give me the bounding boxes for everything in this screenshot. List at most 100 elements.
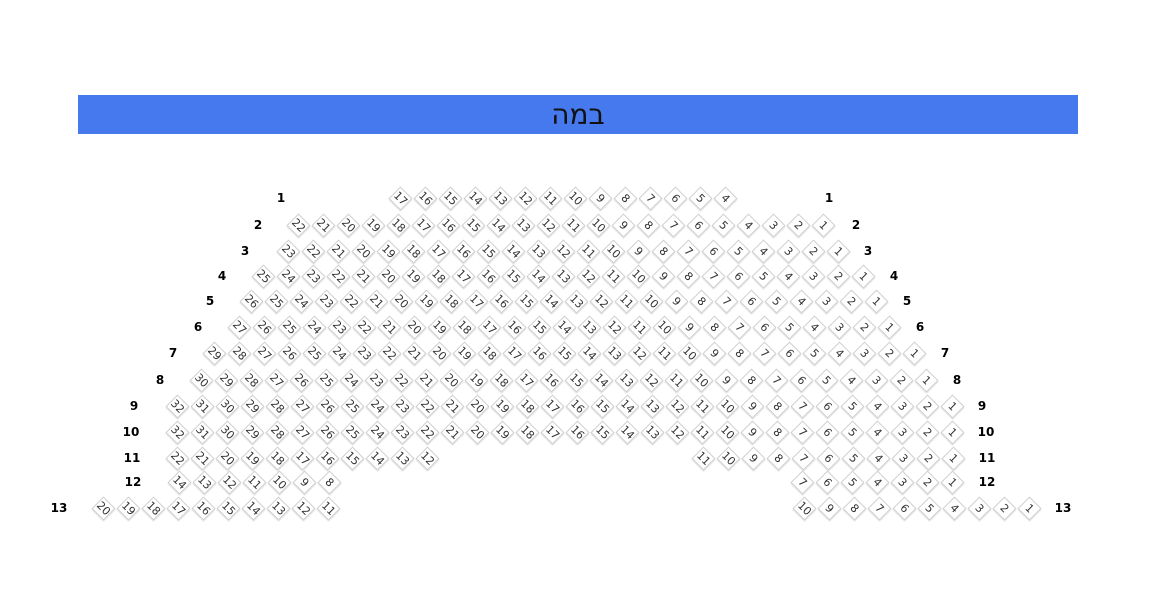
seat-row8-6[interactable]: 6 xyxy=(788,367,814,393)
seat-row13-7[interactable]: 7 xyxy=(866,495,892,521)
seat-row2-9[interactable]: 9 xyxy=(610,212,636,238)
seat-row8-23[interactable]: 23 xyxy=(363,367,389,393)
seat-row5-26[interactable]: 26 xyxy=(238,288,264,314)
seat-row6-17[interactable]: 17 xyxy=(476,314,502,340)
seat-row13-18[interactable]: 18 xyxy=(140,495,166,521)
seat-row12-11[interactable]: 11 xyxy=(241,469,267,495)
seat-row9-32[interactable]: 32 xyxy=(164,393,190,419)
seat-row11-17[interactable]: 17 xyxy=(289,445,315,471)
seat-row7-23[interactable]: 23 xyxy=(351,340,377,366)
seat-row2-20[interactable]: 20 xyxy=(335,212,361,238)
seat-row4-10[interactable]: 10 xyxy=(625,263,651,289)
seat-row9-11[interactable]: 11 xyxy=(689,393,715,419)
seat-row7-13[interactable]: 13 xyxy=(601,340,627,366)
seat-row10-7[interactable]: 7 xyxy=(789,419,815,445)
seat-row7-16[interactable]: 16 xyxy=(526,340,552,366)
seat-row8-30[interactable]: 30 xyxy=(188,367,214,393)
seat-row10-10[interactable]: 10 xyxy=(714,419,740,445)
seat-row4-3[interactable]: 3 xyxy=(800,263,826,289)
seat-row6-26[interactable]: 26 xyxy=(251,314,277,340)
seat-row1-5[interactable]: 5 xyxy=(687,185,713,211)
seat-row10-22[interactable]: 22 xyxy=(414,419,440,445)
seat-row5-19[interactable]: 19 xyxy=(413,288,439,314)
seat-row10-1[interactable]: 1 xyxy=(939,419,965,445)
seat-row10-14[interactable]: 14 xyxy=(614,419,640,445)
seat-row8-10[interactable]: 10 xyxy=(688,367,714,393)
seat-row13-8[interactable]: 8 xyxy=(841,495,867,521)
seat-row11-10[interactable]: 10 xyxy=(715,445,741,471)
seat-row10-21[interactable]: 21 xyxy=(439,419,465,445)
seat-row2-11[interactable]: 11 xyxy=(560,212,586,238)
seat-row10-26[interactable]: 26 xyxy=(314,419,340,445)
seat-row10-15[interactable]: 15 xyxy=(589,419,615,445)
seat-row2-17[interactable]: 17 xyxy=(410,212,436,238)
seat-row4-17[interactable]: 17 xyxy=(450,263,476,289)
seat-row4-22[interactable]: 22 xyxy=(325,263,351,289)
seat-row9-28[interactable]: 28 xyxy=(264,393,290,419)
seat-row8-2[interactable]: 2 xyxy=(888,367,914,393)
seat-row3-7[interactable]: 7 xyxy=(675,238,701,264)
seat-row5-25[interactable]: 25 xyxy=(263,288,289,314)
seat-row13-2[interactable]: 2 xyxy=(991,495,1017,521)
seat-row9-13[interactable]: 13 xyxy=(639,393,665,419)
seat-row11-8[interactable]: 8 xyxy=(765,445,791,471)
seat-row11-22[interactable]: 22 xyxy=(164,445,190,471)
seat-row7-7[interactable]: 7 xyxy=(751,340,777,366)
seat-row9-17[interactable]: 17 xyxy=(539,393,565,419)
seat-row2-3[interactable]: 3 xyxy=(760,212,786,238)
seat-row13-1[interactable]: 1 xyxy=(1016,495,1042,521)
seat-row10-6[interactable]: 6 xyxy=(814,419,840,445)
seat-row6-16[interactable]: 16 xyxy=(501,314,527,340)
seat-row5-8[interactable]: 8 xyxy=(688,288,714,314)
seat-row6-25[interactable]: 25 xyxy=(276,314,302,340)
seat-row4-12[interactable]: 12 xyxy=(575,263,601,289)
seat-row7-8[interactable]: 8 xyxy=(726,340,752,366)
seat-row9-23[interactable]: 23 xyxy=(389,393,415,419)
seat-row9-15[interactable]: 15 xyxy=(589,393,615,419)
seat-row3-6[interactable]: 6 xyxy=(700,238,726,264)
seat-row9-10[interactable]: 10 xyxy=(714,393,740,419)
seat-row10-24[interactable]: 24 xyxy=(364,419,390,445)
seat-row7-25[interactable]: 25 xyxy=(301,340,327,366)
seat-row10-32[interactable]: 32 xyxy=(164,419,190,445)
seat-row1-8[interactable]: 8 xyxy=(612,185,638,211)
seat-row3-22[interactable]: 22 xyxy=(300,238,326,264)
seat-row10-20[interactable]: 20 xyxy=(464,419,490,445)
seat-row11-3[interactable]: 3 xyxy=(890,445,916,471)
seat-row9-19[interactable]: 19 xyxy=(489,393,515,419)
seat-row9-5[interactable]: 5 xyxy=(839,393,865,419)
seat-row7-17[interactable]: 17 xyxy=(501,340,527,366)
seat-row5-15[interactable]: 15 xyxy=(513,288,539,314)
seat-row6-8[interactable]: 8 xyxy=(701,314,727,340)
seat-row11-2[interactable]: 2 xyxy=(915,445,941,471)
seat-row10-16[interactable]: 16 xyxy=(564,419,590,445)
seat-row12-3[interactable]: 3 xyxy=(889,469,915,495)
seat-row11-4[interactable]: 4 xyxy=(865,445,891,471)
seat-row4-21[interactable]: 21 xyxy=(350,263,376,289)
seat-row5-10[interactable]: 10 xyxy=(638,288,664,314)
seat-row5-23[interactable]: 23 xyxy=(313,288,339,314)
seat-row1-9[interactable]: 9 xyxy=(587,185,613,211)
seat-row6-15[interactable]: 15 xyxy=(526,314,552,340)
seat-row2-7[interactable]: 7 xyxy=(660,212,686,238)
seat-row7-29[interactable]: 29 xyxy=(201,340,227,366)
seat-row8-14[interactable]: 14 xyxy=(588,367,614,393)
seat-row7-20[interactable]: 20 xyxy=(426,340,452,366)
seat-row5-3[interactable]: 3 xyxy=(813,288,839,314)
seat-row9-22[interactable]: 22 xyxy=(414,393,440,419)
seat-row7-12[interactable]: 12 xyxy=(626,340,652,366)
seat-row3-23[interactable]: 23 xyxy=(275,238,301,264)
seat-row7-5[interactable]: 5 xyxy=(801,340,827,366)
seat-row5-24[interactable]: 24 xyxy=(288,288,314,314)
seat-row6-10[interactable]: 10 xyxy=(651,314,677,340)
seat-row7-19[interactable]: 19 xyxy=(451,340,477,366)
seat-row7-18[interactable]: 18 xyxy=(476,340,502,366)
seat-row4-9[interactable]: 9 xyxy=(650,263,676,289)
seat-row8-19[interactable]: 19 xyxy=(463,367,489,393)
seat-row2-19[interactable]: 19 xyxy=(360,212,386,238)
seat-row11-11[interactable]: 11 xyxy=(690,445,716,471)
seat-row13-12[interactable]: 12 xyxy=(290,495,316,521)
seat-row9-29[interactable]: 29 xyxy=(239,393,265,419)
seat-row4-25[interactable]: 25 xyxy=(250,263,276,289)
seat-row3-18[interactable]: 18 xyxy=(400,238,426,264)
